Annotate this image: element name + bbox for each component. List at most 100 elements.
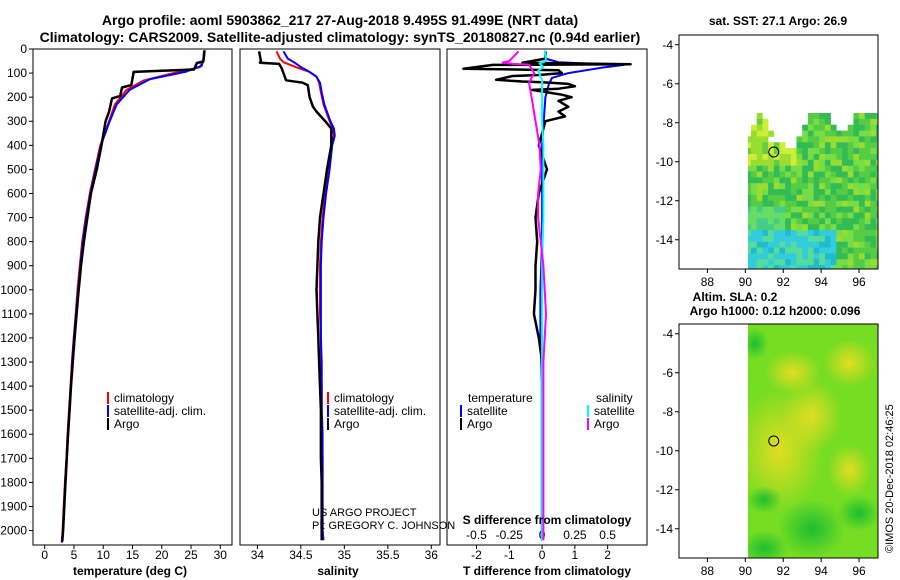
sst-cell [779,177,786,184]
sst-cell [807,183,814,190]
depth-tick-label: 1200 [0,331,27,345]
sst-cell [830,171,837,178]
sst-cell [824,189,831,196]
sst-cell [779,230,786,237]
sst-cell [762,206,769,213]
sst-cell [813,200,820,207]
sst-cell [807,259,814,266]
sst-cell [870,113,877,120]
depth-tick-label: 600 [7,186,27,200]
sst-cell [819,124,826,131]
salinity-plot-frame [239,48,441,546]
difference-profile-lines [462,50,632,541]
sst-cell [768,230,775,237]
sst-cell [802,124,809,131]
sst-cell [790,171,797,178]
sst-cell [785,159,792,166]
depth-tick-label: 1700 [0,451,27,465]
sst-cell [796,183,803,190]
sst-cell [762,224,769,231]
temperature-legend: climatology satellite-adj. clim. Argo [107,391,206,431]
sst-cell [773,212,780,219]
longitude-tick-label: 94 [814,564,828,578]
sst-cell [762,159,769,166]
sst-cell [779,218,786,225]
sst-cell [847,124,854,131]
sst-cell [802,218,809,225]
sst-cell [796,265,803,269]
sst-cell [751,171,757,178]
sst-cell [756,259,763,266]
sst-cell [824,241,831,248]
sst-cell [807,142,814,149]
depth-tick-label: 1000 [0,283,27,297]
longitude-tick-label: 88 [701,564,715,578]
sst-cell [830,206,837,213]
sst-cell [751,165,757,172]
depth-tick-label: 500 [7,162,27,176]
sst-cell [796,142,803,149]
sst-cell [768,259,775,266]
sst-cell [779,142,786,149]
sst-cell [819,241,826,248]
sst-cell [853,130,860,137]
sst-cell [785,200,792,207]
sst-cell [751,212,757,219]
sst-cell [796,218,803,225]
sst-cell [813,235,820,243]
sst-cell [859,235,865,243]
sst-cell [802,130,809,137]
sst-cell [870,206,877,213]
sst-cell [842,230,848,237]
sst-cell [859,124,865,131]
sst-cell [819,118,826,125]
sst-cell [842,159,848,166]
sst-cell [824,259,831,266]
sst-cell [864,148,871,155]
sst-cell [779,200,786,207]
sst-cell [836,247,843,254]
sst-cell [847,235,854,243]
sst-cell [824,130,831,137]
sst-cell [807,130,814,137]
sst-cell [807,241,814,248]
s-difference-tick-label: 0.5 [599,528,616,542]
sst-cell [876,177,878,184]
sst-cell [796,224,803,231]
sst-cell [836,171,843,178]
sst-cell [876,235,878,243]
sst-cell [768,224,775,231]
sst-cell [830,124,837,131]
sst-cell [796,177,803,184]
sst-cell [751,142,757,149]
depth-tick-label: 1100 [1,307,27,321]
sst-cell [751,130,757,137]
longitude-tick-label: 94 [814,275,828,289]
latitude-tick-label: -4 [662,327,673,341]
sst-cell [876,206,878,213]
sst-cell [859,247,865,254]
sst-cell [748,230,752,237]
sst-cell [830,235,837,243]
longitude-tick-label: 88 [701,275,715,289]
sst-cell [859,171,865,178]
sst-cell [847,130,854,137]
sst-cell [796,200,803,207]
figure-title-line-1: Argo profile: aoml 5903862_217 27-Aug-20… [102,12,578,28]
sst-cell [762,177,769,184]
sst-cell [842,265,848,269]
sst-cell [807,206,814,213]
sst-cell [813,118,820,125]
sst-cell [762,124,769,131]
sst-cell [830,136,837,143]
sst-cell [756,200,763,207]
sst-cell [853,235,860,243]
sst-cell [819,136,826,143]
sst-cell [836,189,843,196]
sst-cell [756,148,763,155]
sst-cell [813,241,820,248]
sst-cell [768,177,775,184]
sst-cell [836,183,843,190]
sst-cell [748,224,752,231]
sst-cell [768,265,775,269]
